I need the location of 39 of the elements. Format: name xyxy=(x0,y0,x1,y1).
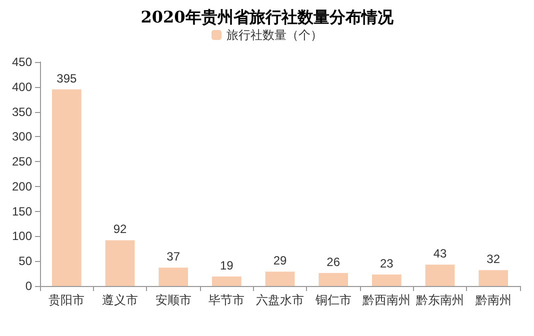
x-tick-label: 六盘水市 xyxy=(256,293,304,307)
y-tick-label: 250 xyxy=(12,154,32,169)
chart-title: 2020年贵州省旅行社数量分布情况 xyxy=(140,8,394,26)
legend-label: 旅行社数量（个） xyxy=(226,28,322,42)
x-tick-label: 黔南州 xyxy=(474,293,512,307)
bar xyxy=(158,268,188,286)
x-tick-label: 铜仁市 xyxy=(314,293,352,307)
bar xyxy=(425,264,455,286)
y-tick-label: 50 xyxy=(18,254,32,268)
data-label: 92 xyxy=(113,222,127,236)
data-label: 395 xyxy=(56,71,77,86)
x-tick-label: 黔西南州 xyxy=(362,293,411,307)
y-tick-label: 200 xyxy=(12,179,32,194)
bar xyxy=(52,89,82,286)
bar xyxy=(318,273,348,286)
data-label: 26 xyxy=(326,255,340,270)
bar xyxy=(265,272,295,286)
y-tick-label: 300 xyxy=(12,130,32,144)
data-label: 43 xyxy=(433,246,447,261)
x-tick-label: 黔东南州 xyxy=(415,293,464,307)
y-tick-label: 400 xyxy=(12,80,32,94)
bar xyxy=(105,240,135,286)
bar xyxy=(478,270,508,286)
data-label: 37 xyxy=(166,250,180,264)
y-tick-label: 150 xyxy=(12,204,32,218)
y-tick-label: 0 xyxy=(25,279,32,293)
y-tick-label: 350 xyxy=(12,104,32,119)
bar xyxy=(372,274,402,286)
data-label: 23 xyxy=(380,256,394,271)
data-label: 32 xyxy=(486,252,500,266)
y-tick-label: 100 xyxy=(12,229,32,244)
x-tick-label: 安顺市 xyxy=(155,293,192,307)
x-tick-label: 毕节市 xyxy=(208,293,245,307)
bar xyxy=(212,276,242,286)
data-label: 29 xyxy=(273,254,287,268)
x-tick-label: 遵义市 xyxy=(102,293,138,307)
x-tick-label: 贵阳市 xyxy=(48,293,85,307)
data-label: 19 xyxy=(220,258,234,273)
y-tick-label: 450 xyxy=(12,55,32,69)
